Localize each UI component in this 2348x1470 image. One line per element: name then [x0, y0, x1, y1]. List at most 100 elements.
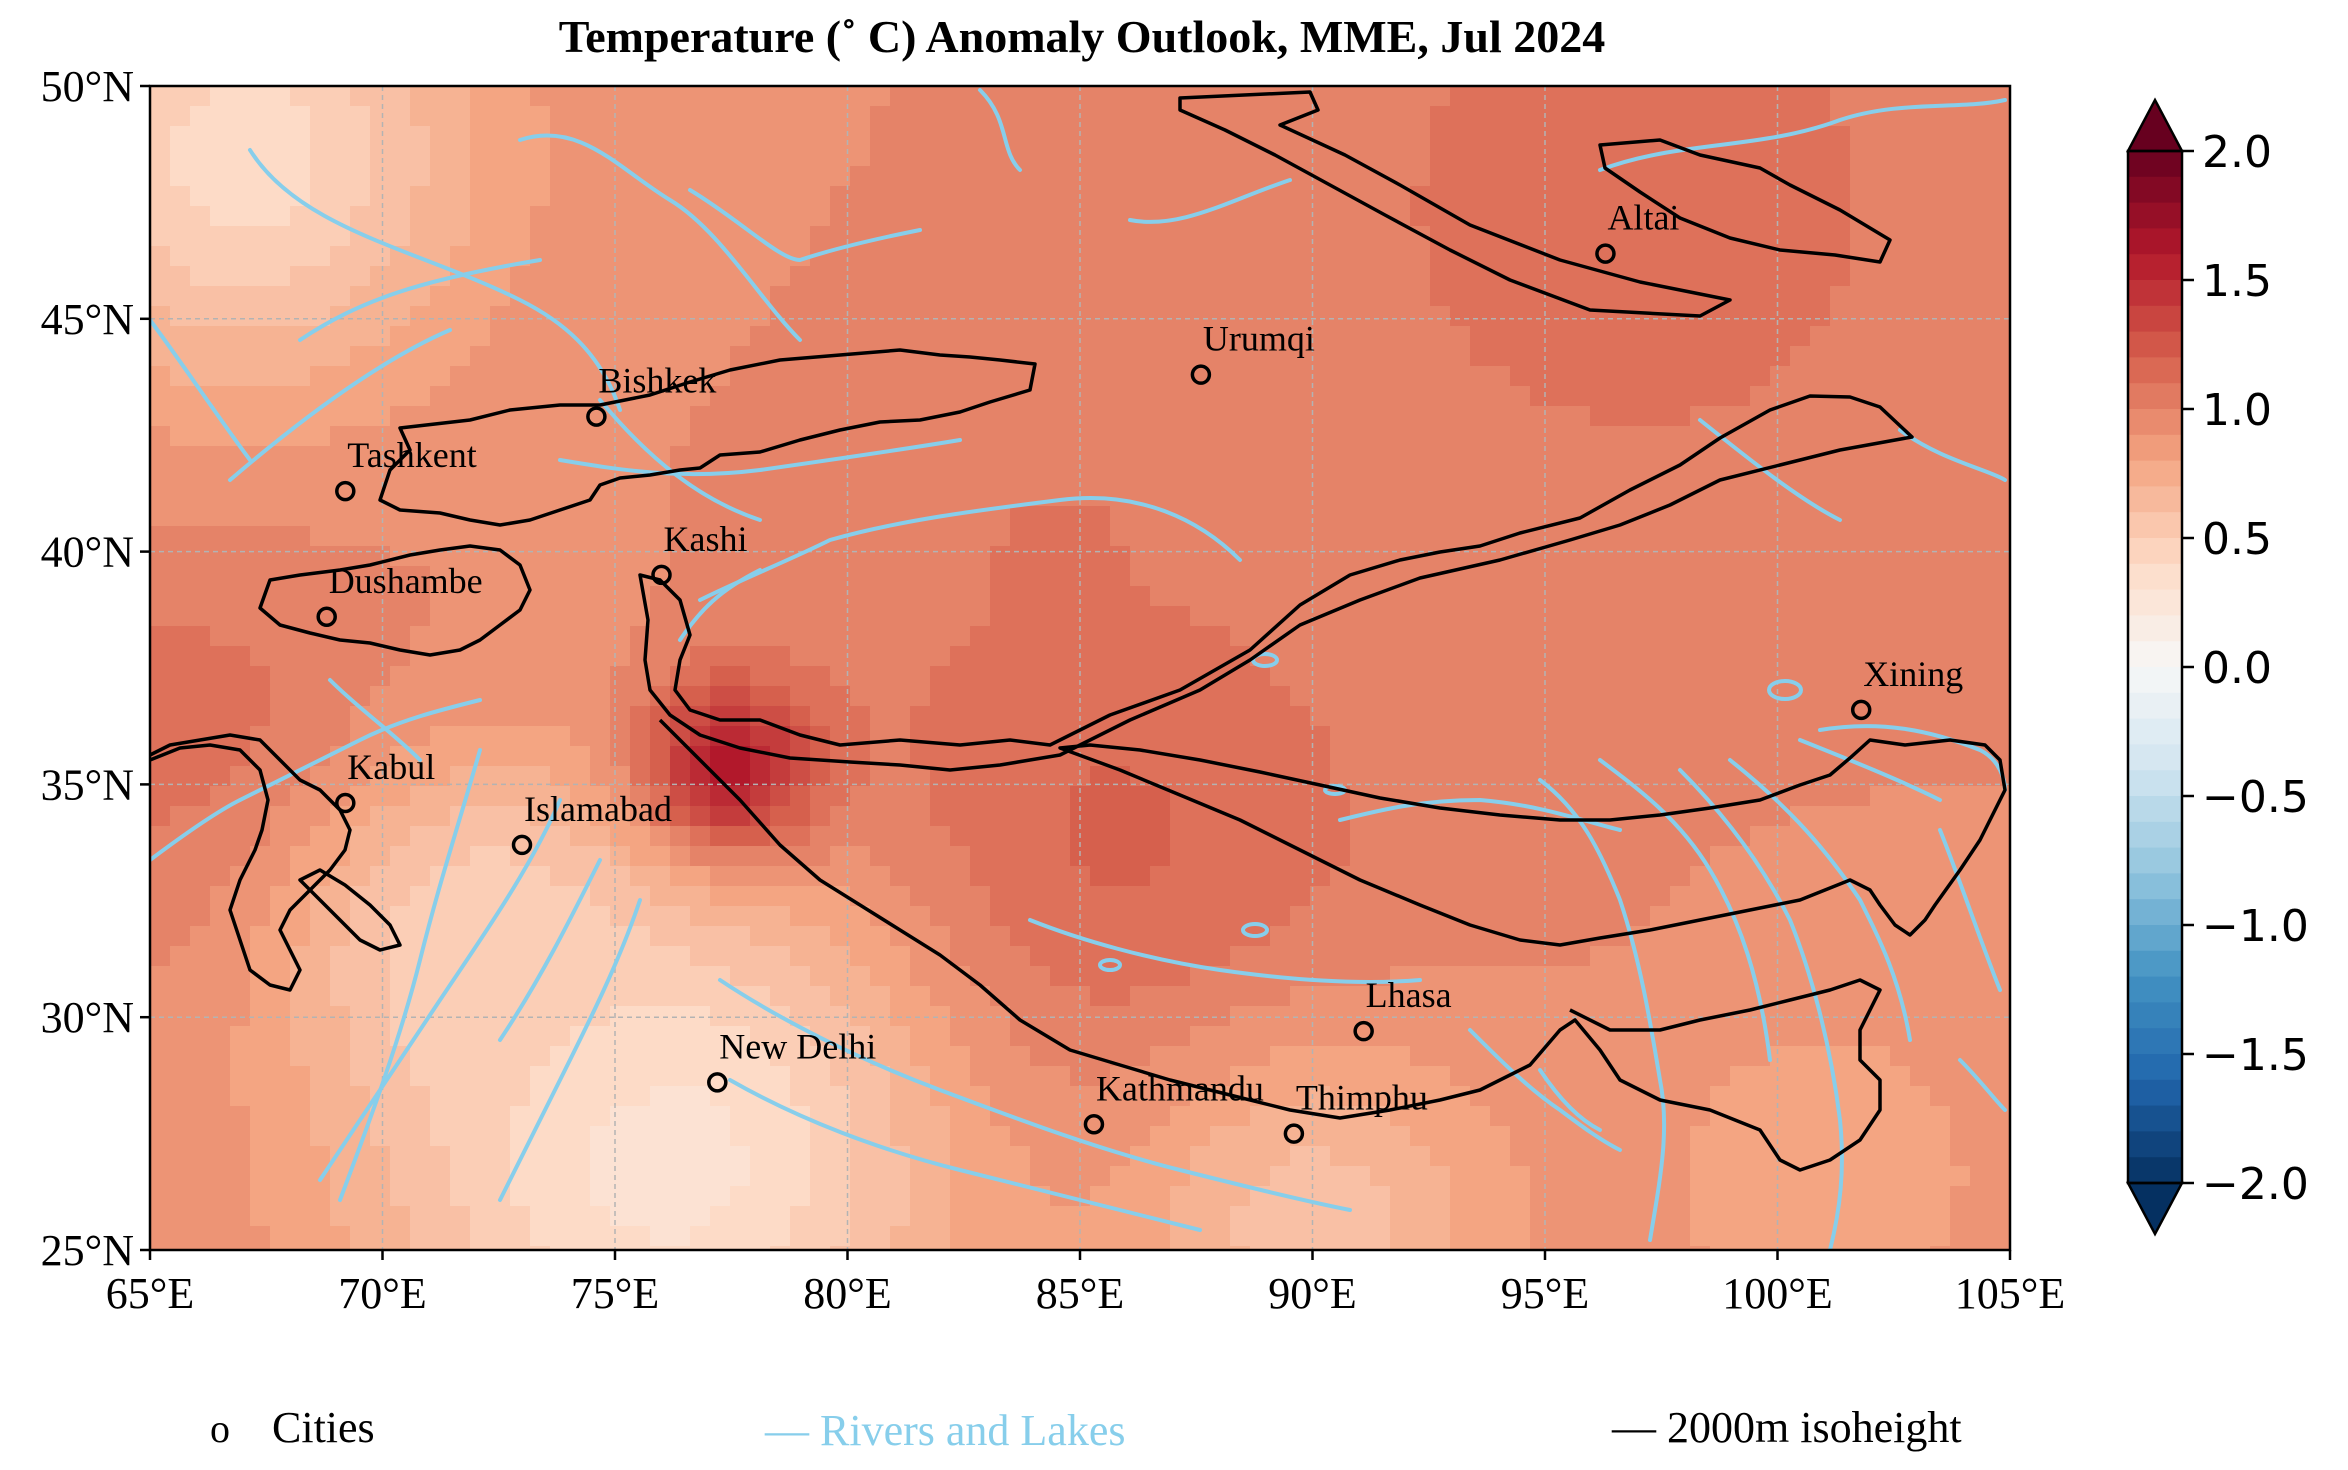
- anomaly-cell: [1630, 546, 1651, 567]
- anomaly-cell: [670, 1146, 691, 1167]
- anomaly-cell: [1370, 566, 1391, 587]
- anomaly-cell: [150, 1046, 171, 1067]
- anomaly-cell: [250, 1026, 271, 1047]
- anomaly-cell: [1770, 1246, 1791, 1250]
- anomaly-cell: [1390, 346, 1411, 367]
- anomaly-cell: [290, 366, 311, 387]
- anomaly-cell: [910, 406, 931, 427]
- anomaly-cell: [1710, 186, 1731, 207]
- anomaly-cell: [830, 1146, 851, 1167]
- anomaly-cell: [1570, 426, 1591, 447]
- anomaly-cell: [570, 166, 591, 187]
- anomaly-cell: [950, 966, 971, 987]
- anomaly-cell: [1270, 286, 1291, 307]
- anomaly-cell: [1450, 426, 1471, 447]
- anomaly-cell: [390, 186, 411, 207]
- anomaly-cell: [1690, 526, 1711, 547]
- anomaly-cell: [210, 886, 231, 907]
- anomaly-cell: [790, 146, 811, 167]
- anomaly-cell: [330, 686, 351, 707]
- anomaly-cell: [1490, 606, 1511, 627]
- anomaly-cell: [1050, 686, 1071, 707]
- anomaly-cell: [770, 346, 791, 367]
- anomaly-cell: [1810, 326, 1831, 347]
- anomaly-cell: [1810, 1086, 1831, 1107]
- anomaly-cell: [690, 446, 711, 467]
- anomaly-cell: [630, 746, 651, 767]
- anomaly-cell: [1550, 746, 1571, 767]
- anomaly-cell: [1410, 1146, 1431, 1167]
- anomaly-cell: [1450, 686, 1471, 707]
- anomaly-cell: [1370, 1026, 1391, 1047]
- anomaly-cell: [350, 166, 371, 187]
- anomaly-cell: [1730, 866, 1751, 887]
- anomaly-cell: [1210, 146, 1231, 167]
- anomaly-cell: [1390, 526, 1411, 547]
- anomaly-cell: [230, 746, 251, 767]
- anomaly-cell: [1450, 666, 1471, 687]
- anomaly-cell: [490, 1046, 511, 1067]
- anomaly-cell: [1010, 206, 1031, 227]
- anomaly-cell: [1030, 826, 1051, 847]
- anomaly-cell: [910, 686, 931, 707]
- anomaly-cell: [490, 306, 511, 327]
- anomaly-cell: [390, 606, 411, 627]
- anomaly-cell: [1730, 86, 1751, 107]
- anomaly-cell: [670, 1186, 691, 1207]
- anomaly-cell: [1490, 886, 1511, 907]
- anomaly-cell: [1170, 766, 1191, 787]
- anomaly-cell: [870, 526, 891, 547]
- anomaly-cell: [150, 926, 171, 947]
- anomaly-cell: [1290, 226, 1311, 247]
- anomaly-cell: [1510, 466, 1531, 487]
- anomaly-cell: [1370, 766, 1391, 787]
- anomaly-cell: [910, 786, 931, 807]
- anomaly-cell: [1630, 746, 1651, 767]
- anomaly-cell: [1090, 766, 1111, 787]
- anomaly-cell: [430, 626, 451, 647]
- anomaly-cell: [1810, 286, 1831, 307]
- anomaly-cell: [1570, 266, 1591, 287]
- anomaly-cell: [1250, 1146, 1271, 1167]
- anomaly-cell: [1570, 106, 1591, 127]
- anomaly-cell: [1550, 966, 1571, 987]
- anomaly-cell: [1730, 606, 1751, 627]
- anomaly-cell: [1570, 946, 1591, 967]
- anomaly-cell: [790, 586, 811, 607]
- anomaly-cell: [970, 646, 991, 667]
- anomaly-cell: [1670, 406, 1691, 427]
- anomaly-cell: [1230, 546, 1251, 567]
- anomaly-cell: [1070, 786, 1091, 807]
- anomaly-cell: [1590, 1066, 1611, 1087]
- anomaly-cell: [1770, 846, 1791, 867]
- anomaly-cell: [610, 1226, 631, 1247]
- anomaly-cell: [1770, 766, 1791, 787]
- anomaly-cell: [690, 1186, 711, 1207]
- anomaly-cell: [1510, 586, 1531, 607]
- anomaly-cell: [930, 886, 951, 907]
- anomaly-cell: [190, 486, 211, 507]
- anomaly-cell: [1110, 806, 1131, 827]
- anomaly-cell: [1170, 1246, 1191, 1250]
- anomaly-cell: [590, 806, 611, 827]
- anomaly-cell: [1250, 246, 1271, 267]
- anomaly-cell: [950, 706, 971, 727]
- anomaly-cell: [970, 1186, 991, 1207]
- anomaly-cell: [1730, 726, 1751, 747]
- anomaly-cell: [850, 366, 871, 387]
- anomaly-cell: [490, 246, 511, 267]
- anomaly-cell: [810, 606, 831, 627]
- anomaly-cell: [510, 1066, 531, 1087]
- anomaly-cell: [370, 406, 391, 427]
- anomaly-cell: [1370, 1206, 1391, 1227]
- anomaly-cell: [1190, 466, 1211, 487]
- anomaly-cell: [1410, 1066, 1431, 1087]
- anomaly-cell: [1170, 666, 1191, 687]
- anomaly-cell: [270, 806, 291, 827]
- anomaly-cell: [1070, 666, 1091, 687]
- anomaly-cell: [1750, 886, 1771, 907]
- anomaly-cell: [190, 386, 211, 407]
- anomaly-cell: [270, 1186, 291, 1207]
- anomaly-cell: [710, 866, 731, 887]
- anomaly-cell: [550, 1166, 571, 1187]
